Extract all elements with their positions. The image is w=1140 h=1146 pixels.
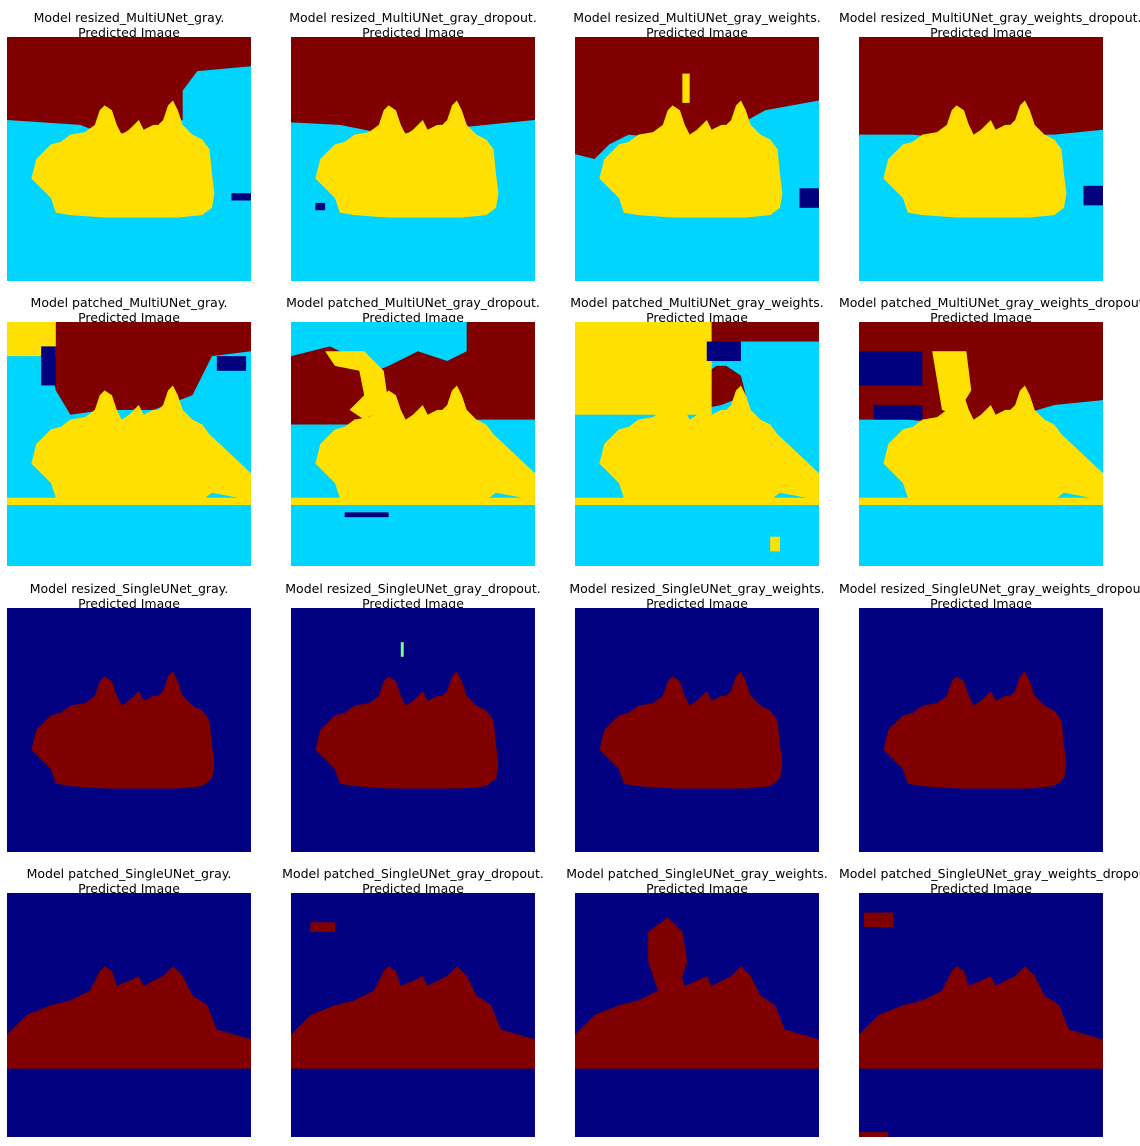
segmentation-mask (575, 322, 819, 566)
panel-title-model: Model patched_MultiUNet_gray_dropout. (286, 295, 540, 310)
panel-title-model: Model resized_MultiUNet_gray. (33, 10, 225, 25)
predicted-image (7, 608, 251, 852)
segmentation-mask (7, 322, 251, 566)
predicted-image (7, 37, 251, 281)
panel: Model patched_SingleUNet_gray_weights_dr… (839, 861, 1140, 1146)
panel-title-model: Model patched_SingleUNet_gray. (26, 866, 232, 881)
panel-title: Model resized_MultiUNet_gray_dropout. Pre… (271, 10, 555, 40)
panel-title-model: Model patched_MultiUNet_gray_weights. (570, 295, 824, 310)
segmentation-mask (291, 893, 535, 1137)
panel: Model resized_MultiUNet_gray_weights. Pre… (555, 5, 839, 290)
panel-title-subtitle: Predicted Image (362, 596, 464, 611)
predicted-image (859, 893, 1103, 1137)
panel-title-subtitle: Predicted Image (78, 310, 180, 325)
panel: Model patched_SingleUNet_gray_dropout. Pr… (271, 861, 555, 1146)
predicted-image (575, 608, 819, 852)
panel-title-subtitle: Predicted Image (930, 25, 1032, 40)
predicted-image (7, 322, 251, 566)
panel-title: Model patched_MultiUNet_gray_weights. Pre… (555, 295, 839, 325)
panel-title-subtitle: Predicted Image (930, 310, 1032, 325)
predicted-image (575, 37, 819, 281)
panel-title: Model patched_MultiUNet_gray_weights_dro… (839, 295, 1140, 325)
panel-title: Model patched_MultiUNet_gray_dropout. Pre… (271, 295, 555, 325)
panel-title-subtitle: Predicted Image (78, 596, 180, 611)
predicted-image (859, 322, 1103, 566)
segmentation-mask (7, 608, 251, 852)
segmentation-mask (7, 37, 251, 281)
segmentation-mask (575, 608, 819, 852)
panel: Model patched_MultiUNet_gray_dropout. Pre… (271, 290, 555, 575)
panel-title-subtitle: Predicted Image (362, 25, 464, 40)
panel: Model resized_MultiUNet_gray. Predicted I… (0, 5, 271, 290)
panel: Model resized_SingleUNet_gray_weights. Pr… (555, 576, 839, 861)
panel-title-model: Model resized_MultiUNet_gray_dropout. (289, 10, 537, 25)
segmentation-mask (575, 37, 819, 281)
predicted-image (859, 608, 1103, 852)
panel-title: Model patched_SingleUNet_gray_weights. Pr… (555, 866, 839, 896)
panel-title-model: Model resized_MultiUNet_gray_weights. (573, 10, 821, 25)
panel-title-subtitle: Predicted Image (78, 25, 180, 40)
panel-title-model: Model patched_MultiUNet_gray_weights_dro… (839, 295, 1140, 310)
panel: Model patched_SingleUNet_gray_weights. Pr… (555, 861, 839, 1146)
panel-title-subtitle: Predicted Image (646, 596, 748, 611)
panel: Model patched_SingleUNet_gray. Predicted … (0, 861, 271, 1146)
predicted-image (291, 893, 535, 1137)
panel-title-model: Model resized_MultiUNet_gray_weights_dro… (839, 10, 1140, 25)
segmentation-mask (859, 608, 1103, 852)
predicted-image (859, 37, 1103, 281)
panel-title: Model resized_SingleUNet_gray_dropout. Pr… (271, 581, 555, 611)
panel-title-subtitle: Predicted Image (78, 881, 180, 896)
panel: Model patched_MultiUNet_gray_weights_dro… (839, 290, 1140, 575)
panel-title-model: Model resized_SingleUNet_gray_weights. (569, 581, 825, 596)
panel-title: Model resized_MultiUNet_gray_weights_dro… (839, 10, 1140, 40)
panel-title: Model resized_MultiUNet_gray_weights. Pre… (555, 10, 839, 40)
panel-title-model: Model resized_SingleUNet_gray_dropout. (285, 581, 541, 596)
panel: Model patched_MultiUNet_gray. Predicted I… (0, 290, 271, 575)
panel-title: Model resized_SingleUNet_gray_weights. Pr… (555, 581, 839, 611)
predicted-image (575, 893, 819, 1137)
panel-title-model: Model patched_SingleUNet_gray_weights_dr… (839, 866, 1140, 881)
predicted-image (575, 322, 819, 566)
panel-title-subtitle: Predicted Image (362, 881, 464, 896)
segmentation-mask (575, 893, 819, 1137)
panel-title-model: Model resized_SingleUNet_gray_weights_dr… (839, 581, 1140, 596)
panel-title-subtitle: Predicted Image (646, 881, 748, 896)
panel-title: Model patched_SingleUNet_gray_weights_dr… (839, 866, 1140, 896)
panel-title: Model patched_MultiUNet_gray. Predicted I… (0, 295, 271, 325)
panel-title: Model resized_MultiUNet_gray. Predicted I… (0, 10, 271, 40)
panel-title-model: Model resized_SingleUNet_gray. (29, 581, 229, 596)
panel: Model resized_SingleUNet_gray_weights_dr… (839, 576, 1140, 861)
predicted-image (7, 893, 251, 1137)
segmentation-mask (291, 37, 535, 281)
panel-title: Model resized_SingleUNet_gray_weights_dr… (839, 581, 1140, 611)
segmentation-mask (7, 893, 251, 1137)
panel-title-subtitle: Predicted Image (930, 881, 1032, 896)
segmentation-mask (859, 893, 1103, 1137)
panel-title-model: Model patched_SingleUNet_gray_dropout. (282, 866, 544, 881)
panel-title-subtitle: Predicted Image (646, 310, 748, 325)
panel-title-subtitle: Predicted Image (930, 596, 1032, 611)
segmentation-mask (859, 322, 1103, 566)
segmentation-mask (291, 608, 535, 852)
panel-title-model: Model patched_MultiUNet_gray. (30, 295, 228, 310)
panel-title-model: Model patched_SingleUNet_gray_weights. (566, 866, 828, 881)
segmentation-mask (291, 322, 535, 566)
segmentation-mask (859, 37, 1103, 281)
panel-title-subtitle: Predicted Image (646, 25, 748, 40)
panel: Model resized_SingleUNet_gray_dropout. Pr… (271, 576, 555, 861)
panel-title: Model resized_SingleUNet_gray. Predicted … (0, 581, 271, 611)
panel-title-subtitle: Predicted Image (362, 310, 464, 325)
predicted-image (291, 322, 535, 566)
panel: Model resized_MultiUNet_gray_weights_dro… (839, 5, 1140, 290)
panel: Model patched_MultiUNet_gray_weights. Pre… (555, 290, 839, 575)
predicted-image (291, 608, 535, 852)
panel-title: Model patched_SingleUNet_gray_dropout. Pr… (271, 866, 555, 896)
panel: Model resized_MultiUNet_gray_dropout. Pre… (271, 5, 555, 290)
panel-title: Model patched_SingleUNet_gray. Predicted … (0, 866, 271, 896)
predicted-image (291, 37, 535, 281)
panel: Model resized_SingleUNet_gray. Predicted … (0, 576, 271, 861)
